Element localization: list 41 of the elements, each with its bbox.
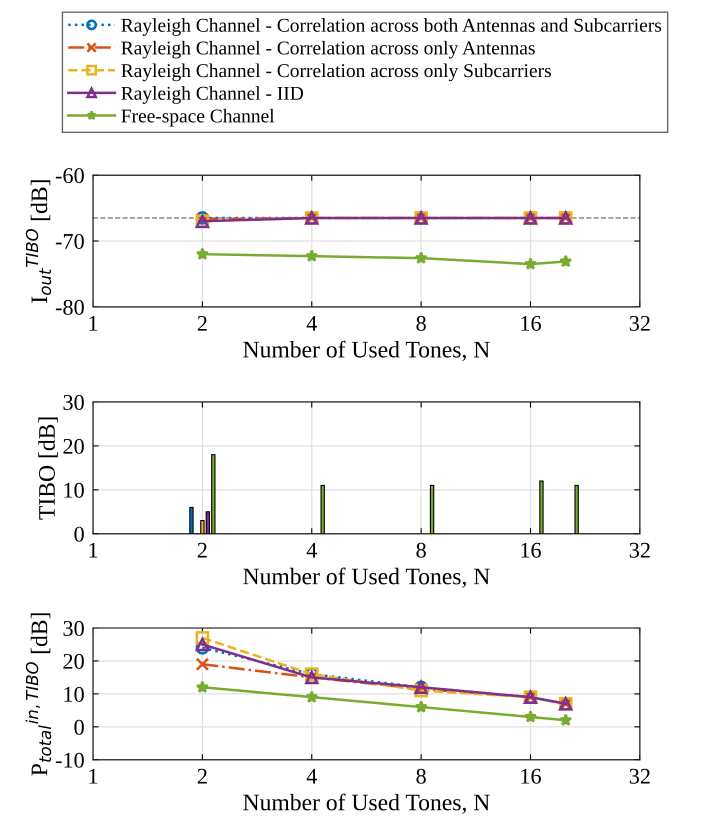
x-tick-label: 32 — [630, 768, 650, 784]
x-tick-label: 16 — [521, 542, 541, 558]
x-tick-label: 8 — [416, 768, 426, 784]
y-tick-label: 30 — [64, 394, 84, 410]
y-tick-label: 0 — [74, 526, 84, 542]
x-axis-title: Number of Used Tones, N — [243, 340, 490, 361]
x-tick-label: 1 — [89, 542, 98, 558]
x-tick-label: 2 — [198, 316, 207, 331]
y-tick-label: -10 — [56, 752, 84, 768]
x-tick-label: 4 — [306, 768, 317, 784]
legend-label: Rayleigh Channel - Correlation across only Subcarriers — [121, 64, 551, 82]
x-axis-title: Number of Used Tones, N — [243, 794, 490, 814]
y-axis-title: TIBO [dB] — [38, 417, 58, 520]
legend-label: Rayleigh Channel - IID — [121, 86, 304, 104]
x-tick-label: 2 — [198, 542, 207, 558]
x-tick-label: 32 — [630, 542, 650, 558]
y-tick-label: 10 — [64, 686, 84, 702]
x-tick-label: 16 — [521, 768, 541, 784]
x-tick-label: 8 — [416, 316, 426, 331]
legend-label: Rayleigh Channel - Correlation across only Antennas — [121, 40, 535, 59]
x-axis-title: Number of Used Tones, N — [243, 568, 490, 588]
y-tick-label: 20 — [63, 654, 84, 669]
x-tick-label: 8 — [416, 542, 426, 558]
x-tick-label: 2 — [198, 768, 207, 784]
y-tick-label: 0 — [74, 720, 84, 735]
x-tick-label: 32 — [630, 316, 650, 331]
x-tick-label: 1 — [89, 316, 98, 331]
y-axis-title: P$_{total}$$^{in,TIBO}$ [dB] — [26, 613, 52, 776]
y-tick-label: -60 — [56, 168, 84, 184]
y-tick-label: -80 — [56, 300, 84, 315]
y-axis-title: I$_{out}$$^{TIBO}$ [dB] — [26, 180, 52, 303]
legend-label: Free-space Channel — [121, 108, 274, 126]
y-tick-label: -70 — [56, 234, 84, 249]
x-tick-label: 4 — [306, 542, 317, 558]
legend-label: Rayleigh Channel - Correlation across both Antennas and Subcarriers — [121, 18, 662, 36]
x-tick-label: 1 — [89, 768, 98, 784]
y-tick-label: 10 — [64, 482, 84, 498]
y-tick-label: 20 — [63, 438, 84, 454]
x-tick-label: 16 — [521, 316, 541, 331]
y-tick-label: 30 — [64, 620, 84, 636]
x-tick-label: 4 — [306, 316, 317, 331]
